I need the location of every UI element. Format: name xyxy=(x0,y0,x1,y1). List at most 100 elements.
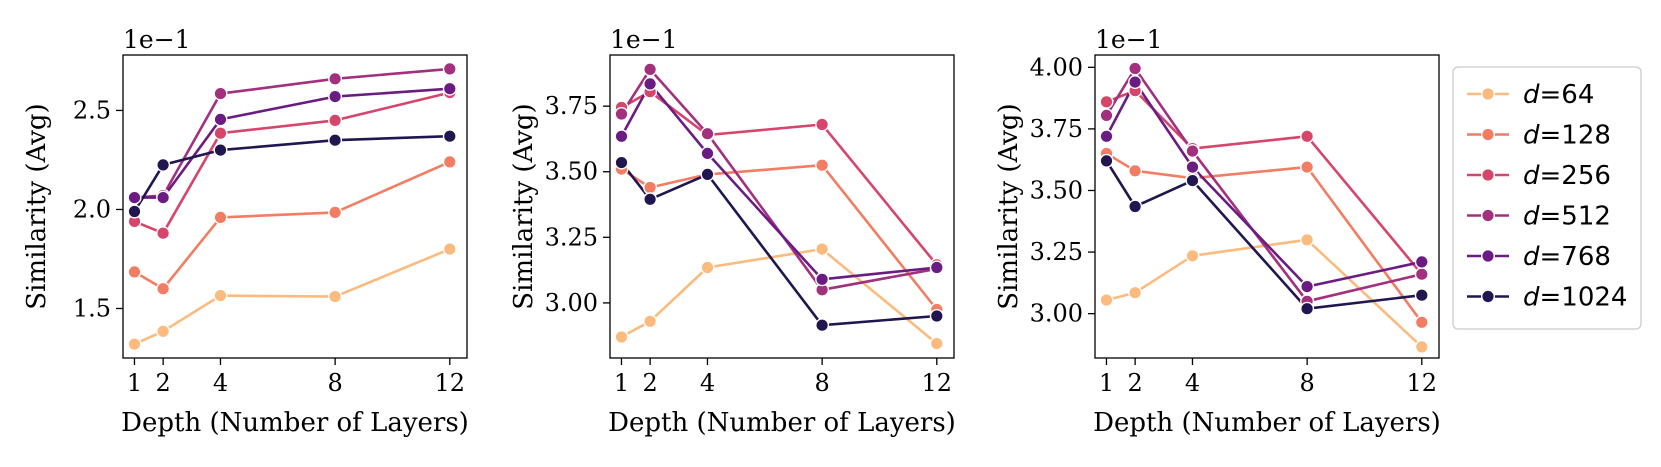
x-axis-label: Depth (Number of Layers) xyxy=(121,408,469,438)
data-point xyxy=(1128,199,1143,214)
axis-exponent-label: 1e−1 xyxy=(610,25,678,54)
x-tick-label: 2 xyxy=(642,369,657,397)
data-point xyxy=(929,309,944,324)
data-point xyxy=(1099,129,1114,144)
legend-label-variable: d xyxy=(1523,242,1540,272)
data-point xyxy=(1185,173,1200,188)
data-point xyxy=(442,242,457,257)
x-tick-label: 1 xyxy=(127,369,142,397)
data-point xyxy=(643,192,658,207)
legend-label: d=1024 xyxy=(1523,283,1627,313)
data-point xyxy=(1099,108,1114,123)
series-line-2 xyxy=(620,163,938,311)
data-point xyxy=(213,86,228,101)
data-point xyxy=(1414,267,1429,282)
x-tick-label: 8 xyxy=(327,369,342,397)
data-point xyxy=(328,89,343,104)
panel-3: 1 2 4 8 12 3.00 3.25 3.50 3.75 4.00 Depth (Number … xyxy=(994,25,1441,438)
series-line-4 xyxy=(1105,67,1423,303)
series-line-1 xyxy=(133,247,451,346)
data-point xyxy=(614,330,629,345)
data-point xyxy=(156,226,171,241)
panel-2: 1 2 4 8 12 3.00 3.25 3.50 3.75 Depth (Number of L… xyxy=(509,25,956,438)
data-point xyxy=(614,129,629,144)
data-point xyxy=(643,314,658,329)
data-point xyxy=(643,62,658,77)
x-tick-label: 12 xyxy=(1407,369,1438,397)
series-line-4 xyxy=(134,67,450,199)
legend-label: d=768 xyxy=(1523,242,1611,272)
data-point xyxy=(328,71,343,86)
data-point xyxy=(442,129,457,144)
axis-exponent-label: 1e−1 xyxy=(1095,25,1163,54)
legend-label-value: =1024 xyxy=(1540,283,1628,313)
data-point xyxy=(1099,94,1114,109)
legend-item: d=1024 xyxy=(1467,283,1627,313)
data-point xyxy=(442,61,457,76)
data-point xyxy=(1185,248,1200,263)
x-tick-label: 1 xyxy=(1099,369,1114,397)
y-tick-label: 3.50 xyxy=(1030,176,1083,204)
y-tick-label: 3.00 xyxy=(545,289,598,317)
x-axis-label: Depth (Number of Layers) xyxy=(608,408,956,438)
data-point xyxy=(328,133,343,148)
y-tick-label: 4.00 xyxy=(1030,53,1083,81)
legend-label-value: =512 xyxy=(1540,202,1611,232)
data-point xyxy=(700,146,715,161)
legend-item: d=768 xyxy=(1467,242,1611,272)
legend-label-variable: d xyxy=(1523,202,1540,232)
y-tick-label: 3.75 xyxy=(545,92,598,120)
data-point xyxy=(1128,61,1143,76)
data-point xyxy=(156,281,171,296)
legend-label-value: =128 xyxy=(1540,121,1611,151)
y-axis-label: Similarity (Avg) xyxy=(509,103,539,309)
data-point xyxy=(213,143,228,158)
data-point xyxy=(1099,293,1114,308)
plot-frame xyxy=(609,54,955,359)
y-tick-label: 3.25 xyxy=(545,223,598,251)
data-point xyxy=(328,289,343,304)
data-point xyxy=(1300,129,1315,144)
data-point xyxy=(1300,232,1315,247)
legend-label-value: =256 xyxy=(1540,161,1611,191)
legend-label-value: =64 xyxy=(1540,80,1595,110)
legend-item: d=128 xyxy=(1467,121,1611,151)
data-point xyxy=(815,318,830,333)
data-point xyxy=(1185,160,1200,175)
y-tick-label: 3.00 xyxy=(1030,300,1083,328)
y-tick-label: 3.25 xyxy=(1030,238,1083,266)
legend-item: d=256 xyxy=(1467,161,1611,191)
y-tick-label: 2.5 xyxy=(73,96,111,124)
data-point xyxy=(1185,144,1200,159)
legend-label: d=64 xyxy=(1523,80,1594,110)
data-point xyxy=(815,242,830,257)
y-tick-label: 3.50 xyxy=(545,158,598,186)
x-tick-label: 4 xyxy=(700,369,715,397)
data-point xyxy=(213,210,228,225)
data-point xyxy=(156,190,171,205)
data-point xyxy=(442,154,457,169)
legend-marker xyxy=(1480,208,1495,223)
x-tick-label: 1 xyxy=(614,369,629,397)
data-point xyxy=(213,112,228,127)
data-point xyxy=(700,126,715,141)
data-point xyxy=(614,106,629,121)
x-tick-label: 8 xyxy=(814,369,829,397)
legend-item: d=512 xyxy=(1467,202,1611,232)
data-point xyxy=(1300,160,1315,175)
data-point xyxy=(929,336,944,351)
legend-label: d=256 xyxy=(1523,161,1611,191)
x-tick-label: 12 xyxy=(922,369,953,397)
data-point xyxy=(127,190,142,205)
data-point xyxy=(614,155,629,170)
data-point xyxy=(442,81,457,96)
legend-marker xyxy=(1480,248,1495,263)
data-point xyxy=(1099,153,1114,168)
data-point xyxy=(328,205,343,220)
data-point xyxy=(213,288,228,303)
series-line-3 xyxy=(620,90,938,266)
data-point xyxy=(1414,315,1429,330)
legend-marker xyxy=(1480,86,1495,101)
